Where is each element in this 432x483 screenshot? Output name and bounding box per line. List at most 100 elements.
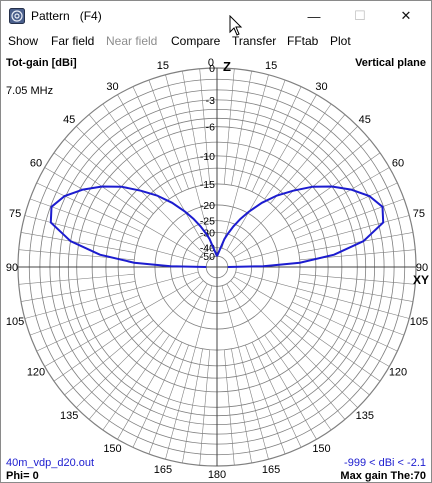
grid-spoke (199, 68, 211, 185)
grid-spoke (29, 198, 140, 239)
grid-spoke (292, 301, 398, 352)
gain-scale-label: -15 (200, 179, 215, 191)
gain-range-label: -999 < dBi < -2.1 (344, 457, 426, 469)
menu-near-field[interactable]: Near field (106, 34, 158, 48)
grid-spoke (36, 301, 142, 352)
angle-label: 60 (30, 158, 42, 170)
minimize-icon: — (307, 8, 321, 24)
grid-spoke (20, 281, 136, 302)
grid-spoke (233, 167, 390, 258)
angle-label: 105 (6, 316, 24, 328)
gain-scale-label: -3 (206, 95, 215, 107)
menu-plot[interactable]: Plot (330, 34, 351, 48)
angle-label: 120 (389, 367, 407, 379)
grid-spoke (230, 280, 358, 408)
angle-label: 180 (208, 469, 226, 481)
angle-label: 75 (9, 208, 21, 220)
grid-spoke (165, 285, 213, 460)
grid-spoke (199, 349, 211, 466)
grid-spoke (223, 68, 235, 185)
menu-transfer[interactable]: Transfer (232, 34, 277, 48)
gain-scale-label: -10 (200, 151, 215, 163)
angle-labels: 0 153045607590105120135150165180165150135… (6, 57, 428, 481)
grid-spoke (226, 283, 317, 440)
gain-scale-label: -6 (206, 122, 215, 134)
angle-label: 15 (157, 60, 169, 72)
menu-show[interactable]: Show (8, 34, 39, 48)
maximize-button[interactable]: ☐ (337, 1, 383, 31)
angle-label: 165 (262, 464, 280, 476)
gain-scale-label: 0 (209, 63, 215, 75)
grid-spoke (231, 70, 252, 186)
polar-plot[interactable]: 0-3-6-10-15-20-25-30-40-50 0 153045607590… (1, 53, 431, 483)
grid-spoke (298, 281, 414, 302)
grid-spoke (233, 276, 390, 367)
grid-spoke (88, 114, 164, 204)
maximize-icon: ☐ (354, 8, 366, 23)
grid-spoke (294, 198, 405, 239)
grid-spoke (221, 285, 269, 460)
grid-spoke (165, 74, 213, 249)
grid-spoke (88, 330, 164, 420)
grid-spoke (221, 74, 269, 249)
menu-fftab[interactable]: FFtab (287, 34, 319, 48)
file-name-label: 40m_vdp_d20.out (6, 457, 94, 469)
minimize-button[interactable]: — (291, 1, 337, 31)
grid-spoke (284, 314, 381, 382)
grid-spoke (280, 138, 370, 214)
grid-spoke (18, 273, 135, 285)
gain-scale-label: -20 (200, 200, 215, 212)
max-gain-label: Max gain The:70 (340, 470, 426, 482)
plane-label: Vertical plane (355, 57, 426, 69)
grid-spoke (280, 320, 370, 396)
z-axis-label: Z (223, 59, 231, 74)
angle-label: 105 (410, 316, 428, 328)
angle-label: 135 (60, 410, 78, 422)
close-button[interactable]: ✕ (383, 1, 429, 31)
xy-axis-label: XY (413, 273, 429, 287)
menu-far-field[interactable]: Far field (51, 34, 95, 48)
angle-label: 120 (27, 367, 45, 379)
gain-unit-label: Tot-gain [dBi] (6, 57, 77, 69)
mouse-cursor-icon (229, 15, 243, 36)
gain-scale-label: -50 (200, 251, 215, 263)
grid-spoke (182, 70, 203, 186)
grid-spoke (245, 79, 286, 190)
grid-spoke (270, 114, 346, 204)
phi-label: Phi= 0 (6, 470, 39, 482)
grid-spoke (299, 273, 416, 285)
grid-spoke (251, 342, 302, 448)
grid-spoke (102, 334, 170, 431)
gain-scale-label: -40 (200, 243, 215, 255)
angle-label: 150 (312, 443, 330, 455)
grid-spoke (231, 348, 252, 464)
angle-label: 45 (359, 114, 371, 126)
angle-label: 90 (416, 262, 428, 274)
grid-spoke (270, 330, 346, 420)
grid-spoke (44, 167, 201, 258)
angle-label: 30 (315, 81, 327, 93)
grid-spoke (235, 215, 410, 263)
polar-grid (17, 67, 417, 467)
grid-spoke (264, 334, 332, 431)
angle-label: 15 (265, 60, 277, 72)
angle-label: 90 (6, 262, 18, 274)
grid-spoke (132, 86, 183, 192)
grid-spoke (20, 232, 136, 253)
angle-label: 135 (356, 410, 374, 422)
menu-compare[interactable]: Compare (171, 34, 221, 48)
angle-label: 45 (63, 114, 75, 126)
angle-label: 0 (208, 57, 214, 69)
angle-label: 30 (106, 81, 118, 93)
grid-spoke (29, 295, 140, 336)
grid-spoke (44, 276, 201, 367)
grid-spoke (132, 342, 183, 448)
window-title: Pattern (F4) (31, 9, 102, 23)
grid-spoke (223, 349, 235, 466)
grid-spoke (64, 320, 154, 396)
title-bar[interactable]: Pattern (F4) — ☐ ✕ (1, 1, 431, 31)
angle-label: 75 (413, 208, 425, 220)
grid-spoke (251, 86, 302, 192)
app-icon (9, 8, 25, 24)
